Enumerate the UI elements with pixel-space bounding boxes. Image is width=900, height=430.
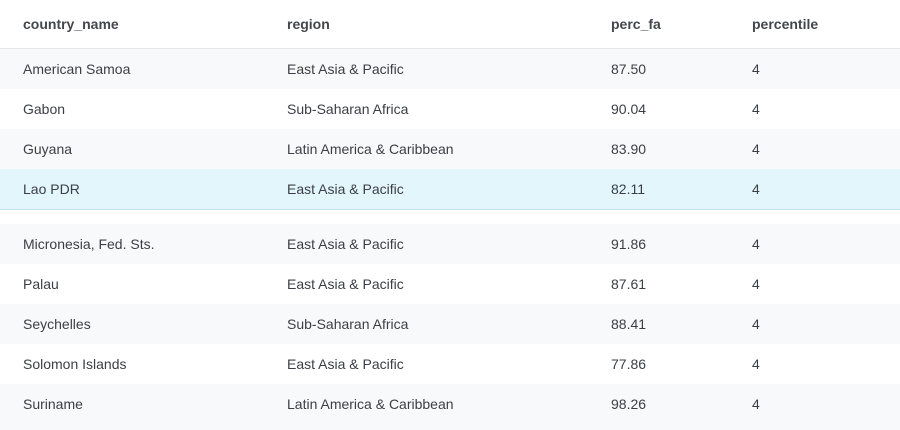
cell-percentile: 4	[752, 181, 760, 197]
cell-perc-fa: 87.61	[611, 276, 647, 292]
cell-country-name: Palau	[23, 276, 59, 292]
cell-perc-fa: 83.90	[611, 141, 647, 157]
table-row[interactable]: Seychelles Sub-Saharan Africa 88.41 4	[0, 304, 900, 344]
table-row[interactable]: Guyana Latin America & Caribbean 83.90 4	[0, 129, 900, 169]
cell-region: East Asia & Pacific	[287, 276, 404, 292]
table-row[interactable]: Suriname Latin America & Caribbean 98.26…	[0, 384, 900, 424]
cell-region: Sub-Saharan Africa	[287, 316, 409, 332]
table-row[interactable]: Solomon Islands East Asia & Pacific 77.8…	[0, 344, 900, 384]
cell-region: Latin America & Caribbean	[287, 396, 454, 412]
cell-region: Sub-Saharan Africa	[287, 101, 409, 117]
table-bottom-edge	[0, 424, 900, 430]
cell-country-name: Suriname	[23, 396, 83, 412]
table-header-row: country_name region perc_fa percentile	[0, 0, 900, 49]
cell-country-name: Lao PDR	[23, 181, 80, 197]
cell-region: East Asia & Pacific	[287, 356, 404, 372]
cell-region: East Asia & Pacific	[287, 61, 404, 77]
table-row-selected[interactable]: Lao PDR East Asia & Pacific 82.11 4	[0, 169, 900, 210]
cell-perc-fa: 91.86	[611, 236, 647, 252]
table-row[interactable]: Micronesia, Fed. Sts. East Asia & Pacifi…	[0, 224, 900, 264]
cell-percentile: 4	[752, 276, 760, 292]
cell-country-name: Gabon	[23, 101, 66, 117]
cell-percentile: 4	[752, 236, 760, 252]
cell-perc-fa: 90.04	[611, 101, 647, 117]
cell-percentile: 4	[752, 356, 760, 372]
table-row[interactable]: American Samoa East Asia & Pacific 87.50…	[0, 49, 900, 89]
column-header-perc-fa[interactable]: perc_fa	[611, 16, 661, 32]
cell-region: East Asia & Pacific	[287, 181, 404, 197]
cell-percentile: 4	[752, 141, 760, 157]
column-header-region[interactable]: region	[287, 16, 330, 32]
cell-country-name: Seychelles	[23, 316, 91, 332]
cell-percentile: 4	[752, 316, 760, 332]
cell-region: Latin America & Caribbean	[287, 141, 454, 157]
table-row[interactable]: Gabon Sub-Saharan Africa 90.04 4	[0, 89, 900, 129]
cell-country-name: Guyana	[23, 141, 73, 157]
column-header-percentile[interactable]: percentile	[752, 16, 819, 32]
cell-perc-fa: 87.50	[611, 61, 647, 77]
column-header-country-name[interactable]: country_name	[23, 16, 119, 32]
cell-percentile: 4	[752, 396, 760, 412]
cell-percentile: 4	[752, 61, 760, 77]
cell-perc-fa: 98.26	[611, 396, 647, 412]
table-row[interactable]: Palau East Asia & Pacific 87.61 4	[0, 264, 900, 304]
cell-perc-fa: 77.86	[611, 356, 647, 372]
cell-country-name: Solomon Islands	[23, 356, 127, 372]
row-group-gap	[0, 210, 900, 224]
cell-perc-fa: 82.11	[611, 181, 645, 197]
cell-region: East Asia & Pacific	[287, 236, 404, 252]
cell-country-name: Micronesia, Fed. Sts.	[23, 236, 155, 252]
cell-perc-fa: 88.41	[611, 316, 647, 332]
cell-percentile: 4	[752, 101, 760, 117]
cell-country-name: American Samoa	[23, 61, 131, 77]
